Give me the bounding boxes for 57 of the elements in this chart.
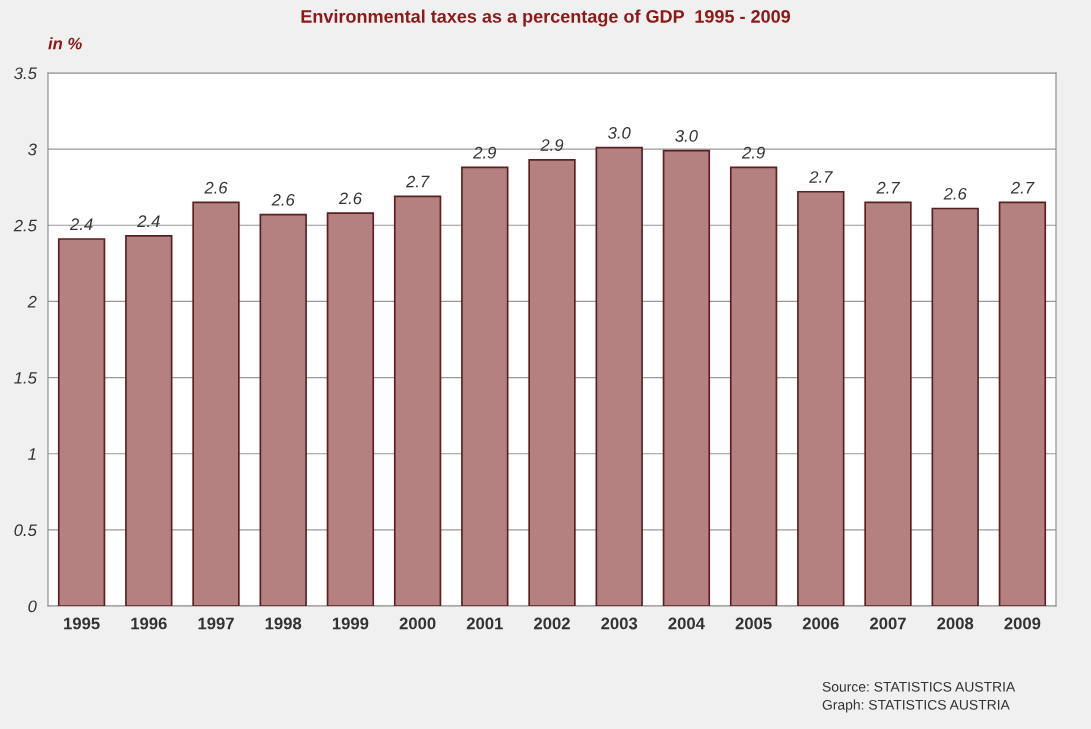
y-tick-label: 0.5 <box>14 524 37 537</box>
x-tick-label: 2006 <box>802 617 839 630</box>
data-label: 2.9 <box>741 146 765 159</box>
bar <box>998 201 1047 606</box>
bar <box>662 149 711 606</box>
x-tick-label: 2008 <box>937 617 974 630</box>
data-label: 2.6 <box>943 187 967 200</box>
y-tick-label: 3.5 <box>14 67 37 80</box>
y-tick-label: 1 <box>28 448 36 460</box>
x-tick-label: 2009 <box>1004 617 1041 630</box>
bar <box>864 201 912 606</box>
data-label: 2.7 <box>405 175 430 188</box>
x-tick-label: 2002 <box>534 617 570 630</box>
data-label: 3.0 <box>608 126 631 139</box>
bar <box>595 146 643 606</box>
bar <box>192 201 240 606</box>
data-label: 2.4 <box>69 218 93 230</box>
data-label: 2.6 <box>271 193 295 206</box>
x-tick-label: 1999 <box>332 617 369 630</box>
y-tick-label: 1.5 <box>14 372 37 384</box>
data-label: 2.4 <box>137 215 160 227</box>
source-note: Source: STATISTICS AUSTRIA <box>822 681 1016 692</box>
x-tick-label: 1997 <box>198 617 234 630</box>
x-tick-label: 2003 <box>601 617 638 630</box>
x-tick-label: 1996 <box>131 617 167 630</box>
y-tick-label: 2.5 <box>13 219 37 232</box>
bar <box>326 212 375 606</box>
y-axis-title: in % <box>48 37 82 50</box>
y-tick-label: 0 <box>28 600 37 613</box>
data-label: 2.9 <box>473 146 497 159</box>
x-tick-label: 2004 <box>668 617 705 630</box>
bar <box>57 238 106 606</box>
bar <box>931 207 979 606</box>
x-tick-label: 2005 <box>735 617 772 630</box>
x-tick-label: 2000 <box>399 617 436 630</box>
y-tick-label: 3 <box>28 143 37 156</box>
bar <box>461 166 509 606</box>
y-tick-label: 2 <box>27 295 37 308</box>
x-tick-label: 2001 <box>466 617 503 630</box>
data-label: 2.6 <box>204 181 228 194</box>
bar <box>729 166 778 606</box>
bar <box>528 158 576 606</box>
bar <box>797 190 845 606</box>
data-label: 3.0 <box>675 130 698 142</box>
x-tick-label: 2007 <box>870 617 906 630</box>
chart-title: Environmental taxes as a percentage of GDP 1995 - 2009 <box>301 9 791 27</box>
bar <box>125 235 173 606</box>
data-label: 2.7 <box>1010 181 1035 194</box>
data-label: 2.9 <box>540 139 564 151</box>
bar <box>259 213 307 606</box>
bar <box>393 195 442 606</box>
x-tick-label: 1998 <box>265 617 302 630</box>
text: Graph: STATISTICS AUSTRIA <box>822 699 1010 713</box>
data-label: 2.7 <box>809 171 833 183</box>
data-label: 2.6 <box>338 192 362 205</box>
x-tick-label: 1995 <box>64 617 100 630</box>
data-label: 2.7 <box>876 181 901 194</box>
